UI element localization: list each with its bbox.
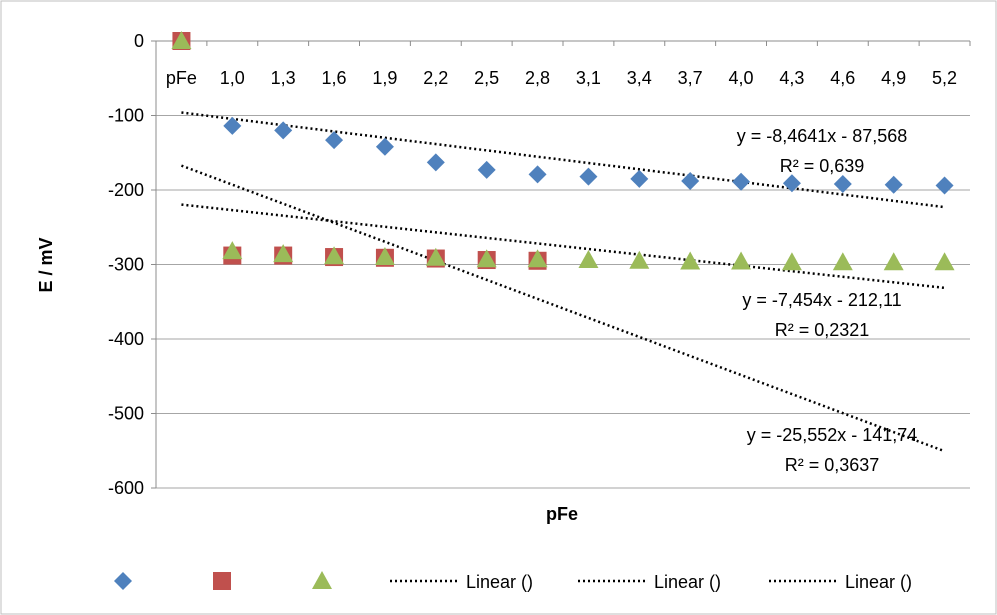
series-3-point: [425, 247, 446, 266]
x-axis-title: pFe: [546, 504, 578, 524]
legend-series-2-marker: [213, 572, 231, 590]
series-3-point: [680, 251, 701, 270]
trendline-3-equation: y = -7,454x - 212,11: [742, 290, 901, 310]
series-1-point: [325, 131, 344, 150]
legend-series-3-marker: [312, 571, 332, 589]
x-tick-label: 2,8: [525, 68, 550, 88]
series-1-point: [223, 116, 242, 135]
series-3-point: [171, 31, 192, 49]
series-1-point: [477, 160, 496, 179]
y-tick-label: -100: [108, 106, 144, 126]
series-3-point: [781, 252, 802, 271]
y-tick-label: -400: [108, 329, 144, 349]
series-3-point: [222, 241, 243, 260]
trendline-2-equation: y = -25,552x - 141,74: [747, 425, 918, 445]
x-tick-label: 3,1: [576, 68, 601, 88]
x-tick-label: 4,6: [830, 68, 855, 88]
legend-trendline-3-label: Linear (): [845, 572, 912, 592]
series-1-point: [732, 172, 751, 191]
x-tick-label: pFe: [166, 68, 197, 88]
legend-trendline-2-label: Linear (): [654, 572, 721, 592]
x-tick-label: 4,0: [729, 68, 754, 88]
x-tick-label: 2,5: [474, 68, 499, 88]
series-3-point: [832, 252, 853, 271]
axes: [151, 40, 971, 489]
series-1-point: [833, 175, 852, 194]
series-3-point: [731, 251, 752, 270]
x-tick-labels: pFe 1,0 1,3 1,6 1,9 2,2 2,5 2,8 3,1 3,4 3,7 4,0 4,3 4…: [166, 68, 957, 88]
x-tick-label: 3,7: [678, 68, 703, 88]
trendline-equations: y = -8,4641x - 87,568 R² = 0,639 y = -25,5…: [737, 126, 918, 475]
series-1-point: [274, 121, 293, 140]
series-1-point: [935, 176, 954, 195]
series-1-point: [528, 165, 547, 184]
trendlines: [180, 111, 946, 453]
y-tick-label: -600: [108, 478, 144, 498]
data-points: [171, 31, 955, 271]
trendline-2-r-squared: R² = 0,3637: [785, 455, 880, 475]
y-tick-label: -200: [108, 180, 144, 200]
series-1-point: [630, 169, 649, 188]
y-tick-label: -300: [108, 255, 144, 275]
series-1-point: [782, 174, 801, 193]
x-tick-label: 2,2: [423, 68, 448, 88]
x-tick-label: 4,3: [779, 68, 804, 88]
series-3-point: [578, 250, 599, 269]
y-axis-title: E / mV: [36, 237, 56, 292]
series-3-point: [324, 246, 345, 265]
series-1-point: [884, 175, 903, 194]
x-tick-label: 1,3: [271, 68, 296, 88]
series-1-point: [375, 137, 394, 156]
series-3-point: [934, 252, 955, 271]
y-tick-label: -500: [108, 404, 144, 424]
legend-trendline-1-label: Linear (): [466, 572, 533, 592]
x-tick-label: 1,6: [322, 68, 347, 88]
legend: Linear () Linear () Linear (): [114, 571, 912, 592]
series-3-point: [527, 249, 548, 268]
trendline-1-equation: y = -8,4641x - 87,568: [737, 126, 908, 146]
series-3-point: [374, 247, 395, 266]
x-tick-label: 1,0: [220, 68, 245, 88]
trendline-3-r-squared: R² = 0,2321: [775, 320, 870, 340]
legend-series-1-marker: [114, 572, 132, 590]
trendline-1-r-squared: R² = 0,639: [780, 156, 865, 176]
trendline-2: [180, 164, 946, 453]
y-tick-label: 0: [134, 31, 144, 51]
x-tick-label: 3,4: [627, 68, 652, 88]
series-3-point: [273, 244, 294, 263]
series-3-point: [883, 252, 904, 271]
series-1-point: [579, 167, 598, 186]
series-1-point: [681, 172, 700, 191]
series-1-point: [426, 153, 445, 172]
series-3-point: [476, 249, 497, 268]
x-tick-label: 5,2: [932, 68, 957, 88]
series-3-point: [629, 250, 650, 269]
y-tick-labels: 0 -100 -200 -300 -400 -500 -600: [108, 31, 144, 498]
trendline-1: [181, 111, 945, 209]
x-tick-label: 1,9: [372, 68, 397, 88]
x-tick-label: 4,9: [881, 68, 906, 88]
